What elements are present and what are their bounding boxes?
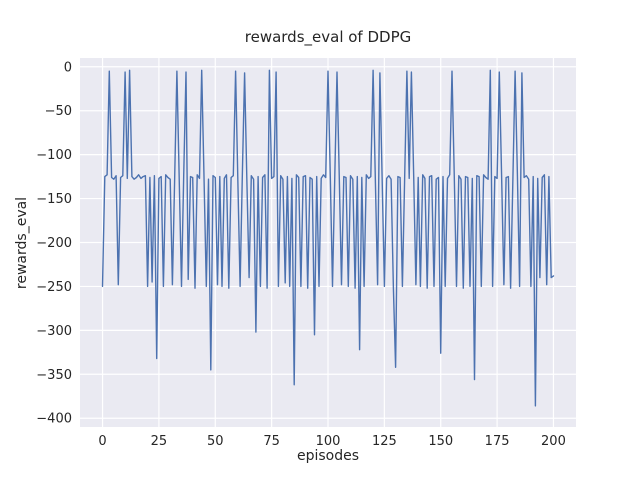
y-tick-label: −350 bbox=[36, 368, 72, 383]
y-tick-label: 0 bbox=[64, 60, 72, 75]
x-tick-label: 150 bbox=[428, 434, 453, 449]
x-tick-label: 0 bbox=[98, 434, 106, 449]
y-tick-label: −150 bbox=[36, 192, 72, 207]
y-tick-label: −300 bbox=[36, 324, 72, 339]
x-tick-label: 125 bbox=[372, 434, 397, 449]
x-tick-label: 50 bbox=[207, 434, 224, 449]
x-tick-label: 75 bbox=[263, 434, 280, 449]
x-tick-label: 100 bbox=[316, 434, 341, 449]
y-tick-label: −250 bbox=[36, 280, 72, 295]
x-tick-label: 200 bbox=[541, 434, 566, 449]
y-tick-label: −100 bbox=[36, 148, 72, 163]
x-axis-label: episodes bbox=[296, 448, 360, 464]
y-tick-label: −50 bbox=[45, 104, 72, 119]
y-axis-label: rewards_eval bbox=[14, 196, 30, 290]
y-tick-label: −200 bbox=[36, 236, 72, 251]
x-tick-label: 175 bbox=[485, 434, 510, 449]
chart-title: rewards_eval of DDPG bbox=[244, 28, 412, 46]
x-tick-label: 25 bbox=[151, 434, 168, 449]
data-line-rewards-eval bbox=[101, 69, 555, 407]
y-tick-label: −400 bbox=[36, 412, 72, 427]
